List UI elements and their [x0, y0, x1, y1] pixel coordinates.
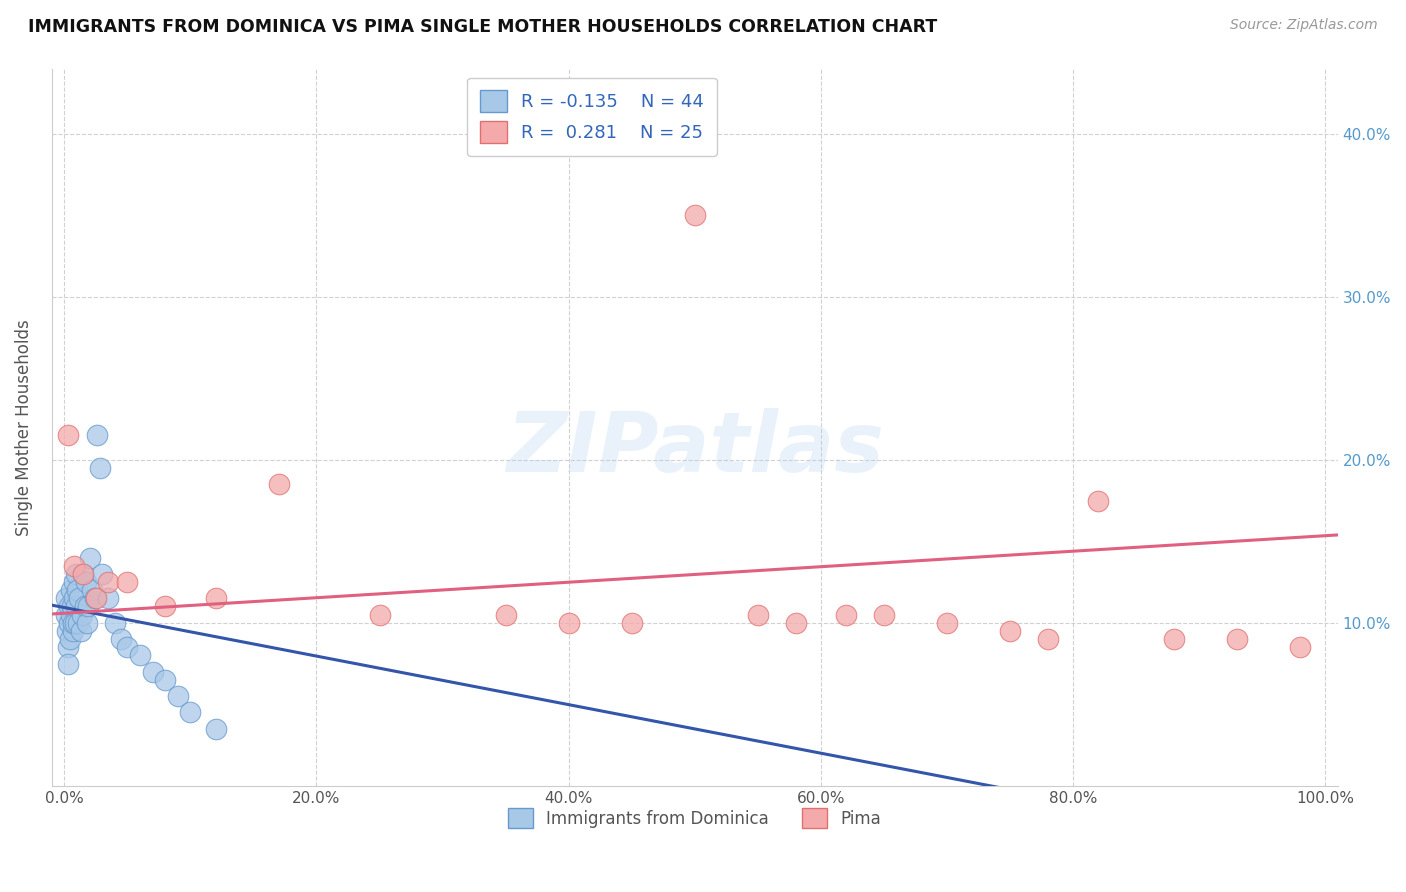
Point: [56, 657, 79, 671]
Point: [72, 566, 94, 581]
Point: [104, 615, 127, 630]
Point: [142, 665, 165, 679]
Point: [63, 558, 86, 573]
Point: [155, 599, 177, 614]
Point: [73, 599, 96, 614]
Point: [368, 607, 391, 622]
Point: [83, 591, 105, 606]
Point: [873, 607, 896, 622]
Point: [56, 640, 79, 655]
Point: [69, 591, 91, 606]
Point: [70, 607, 93, 622]
Text: Source: ZipAtlas.com: Source: ZipAtlas.com: [1230, 18, 1378, 32]
Point: [91, 566, 114, 581]
Point: [56, 624, 79, 638]
Point: [58, 599, 80, 614]
Point: [1163, 632, 1185, 646]
Point: [117, 640, 139, 655]
Point: [204, 591, 226, 606]
Point: [56, 428, 79, 442]
Point: [495, 607, 517, 622]
Point: [1087, 493, 1109, 508]
Point: [84, 591, 107, 606]
Point: [60, 599, 83, 614]
Point: [66, 583, 89, 598]
Point: [557, 615, 579, 630]
Point: [835, 607, 858, 622]
Point: [155, 673, 177, 687]
Point: [69, 624, 91, 638]
Point: [785, 615, 807, 630]
Point: [89, 461, 111, 475]
Y-axis label: Single Mother Households: Single Mother Households: [15, 318, 32, 535]
Point: [62, 591, 84, 606]
Point: [620, 615, 643, 630]
Point: [65, 566, 87, 581]
Point: [267, 477, 290, 491]
Point: [86, 428, 108, 442]
Point: [998, 624, 1021, 638]
Point: [1036, 632, 1059, 646]
Point: [77, 599, 100, 614]
Point: [935, 615, 957, 630]
Point: [65, 599, 87, 614]
Point: [1226, 632, 1249, 646]
Point: [63, 574, 86, 589]
Point: [110, 632, 132, 646]
Legend: Immigrants from Dominica, Pima: Immigrants from Dominica, Pima: [502, 801, 889, 835]
Point: [179, 706, 201, 720]
Point: [67, 615, 90, 630]
Point: [72, 566, 94, 581]
Point: [55, 607, 77, 622]
Point: [747, 607, 769, 622]
Point: [166, 689, 188, 703]
Point: [59, 632, 82, 646]
Text: ZIPatlas: ZIPatlas: [506, 409, 883, 489]
Point: [683, 208, 706, 222]
Point: [76, 615, 98, 630]
Point: [58, 615, 80, 630]
Point: [97, 574, 120, 589]
Text: IMMIGRANTS FROM DOMINICA VS PIMA SINGLE MOTHER HOUSEHOLDS CORRELATION CHART: IMMIGRANTS FROM DOMINICA VS PIMA SINGLE …: [28, 18, 938, 36]
Point: [204, 722, 226, 736]
Point: [62, 624, 84, 638]
Point: [97, 591, 120, 606]
Point: [80, 583, 103, 598]
Point: [129, 648, 152, 663]
Point: [59, 583, 82, 598]
Point: [75, 574, 97, 589]
Point: [62, 615, 84, 630]
Point: [1288, 640, 1310, 655]
Point: [79, 550, 101, 565]
Point: [117, 574, 139, 589]
Point: [63, 615, 86, 630]
Point: [60, 607, 83, 622]
Point: [55, 591, 77, 606]
